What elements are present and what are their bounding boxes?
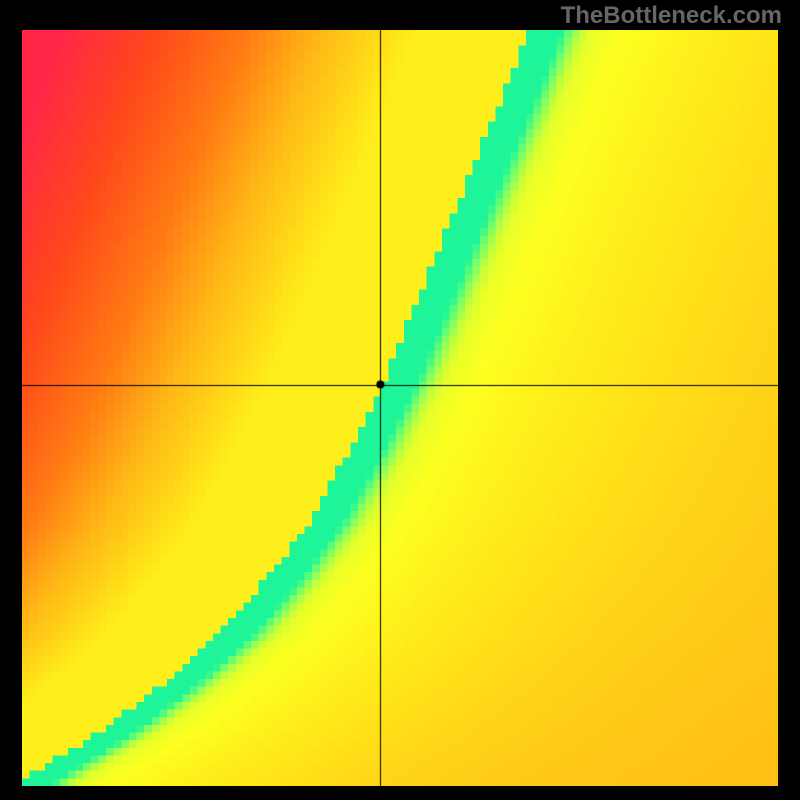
watermark-text: TheBottleneck.com [561,2,782,30]
crosshair-overlay [0,0,800,800]
chart-container: TheBottleneck.com [0,0,800,800]
